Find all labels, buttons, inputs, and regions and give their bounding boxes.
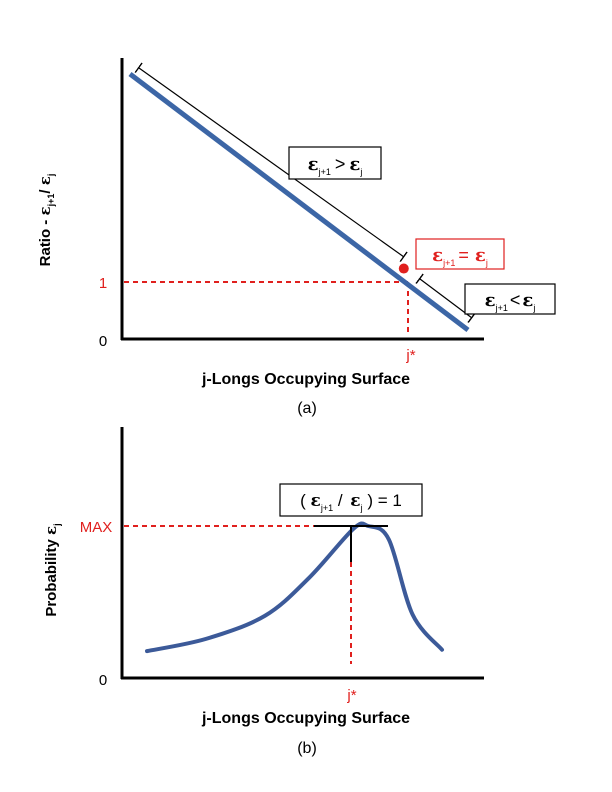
annotation-equal: εj+1 = εj <box>415 238 505 270</box>
svg-text:εj+1=εj: εj+1 = εj <box>432 245 488 268</box>
panel-a-label: (a) <box>297 400 317 417</box>
panel-a-ytick-0: 0 <box>99 333 107 350</box>
annotation-upper: εj+1 > εj <box>288 146 382 180</box>
panel-a-ytick-1: 1 <box>99 275 107 292</box>
panel-b: MAX 0 j* j-Longs Occupying Surface Proba… <box>42 427 484 757</box>
panel-a-crossing-point <box>398 263 409 274</box>
panel-a-xlabel: j-Longs Occupying Surface <box>201 371 410 388</box>
peak-annotation: ( εj+1 / εj ) = 1 <box>279 483 423 517</box>
svg-text:εj+1>εj: εj+1 > εj <box>308 154 363 177</box>
svg-text:( εj+1 / εj ) = 1: ( εj+1 / εj ) = 1 <box>300 491 402 513</box>
panel-a: 1 0 j* j-Longs Occupying Surface Ratio -… <box>36 58 556 417</box>
panel-b-ylabel: Probability εj <box>42 523 62 616</box>
panel-a-bracket-upper <box>134 62 408 263</box>
panel-a-x-marker: j* <box>405 347 415 364</box>
panel-a-series-line <box>128 72 470 332</box>
panel-a-ylabel: Ratio - εj+1/ εj <box>36 174 56 267</box>
panel-b-ytick-max: MAX <box>80 519 113 536</box>
panel-b-series-curve <box>145 521 444 654</box>
panel-b-ytick-0: 0 <box>99 672 107 689</box>
panel-b-xlabel: j-Longs Occupying Surface <box>201 710 410 727</box>
annotation-lower: εj+1 < εj <box>464 283 556 315</box>
svg-text:εj+1<εj: εj+1 < εj <box>485 290 536 313</box>
panel-a-bracket-lower <box>415 273 476 323</box>
panel-b-x-marker: j* <box>346 687 356 704</box>
panel-b-label: (b) <box>297 740 317 757</box>
